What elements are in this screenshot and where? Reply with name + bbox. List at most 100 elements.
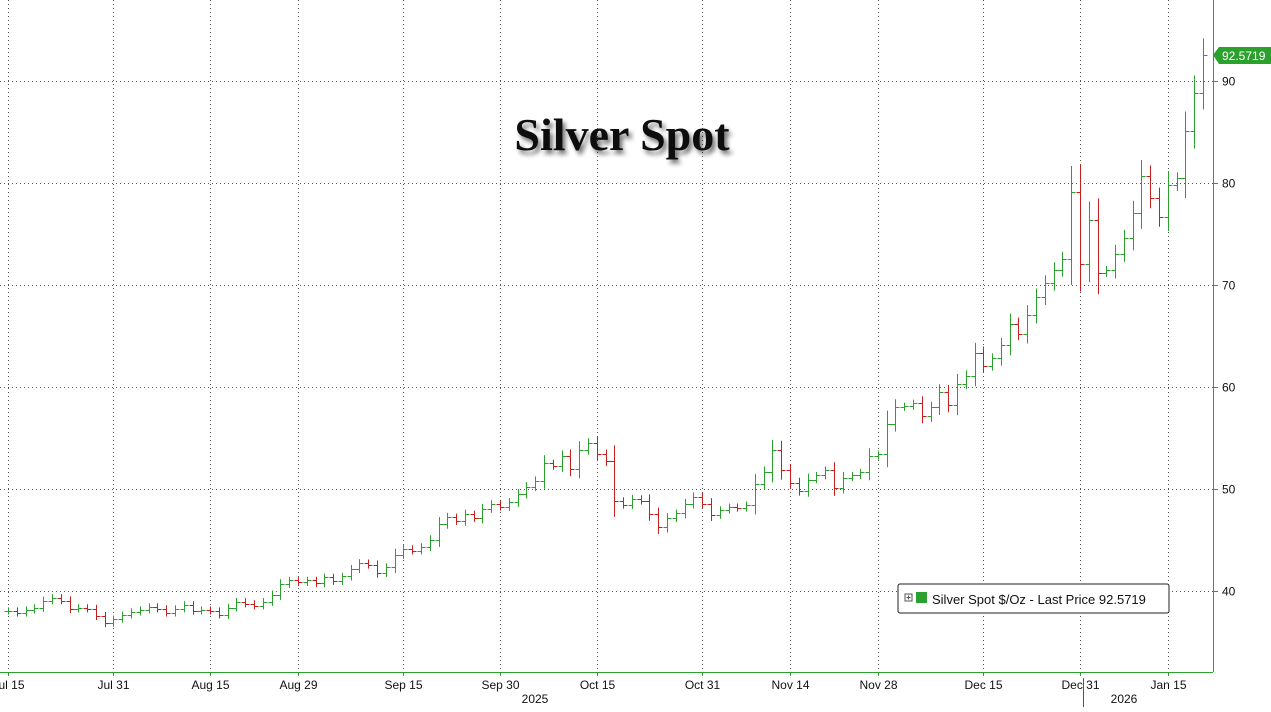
ohlc-bar: [92, 604, 101, 621]
ohlc-bar: [241, 598, 250, 608]
ohlc-bar: [795, 477, 804, 496]
ohlc-bar: [285, 576, 294, 588]
y-tick-label: 40: [1222, 585, 1236, 599]
ohlc-bar: [478, 503, 487, 524]
x-tick-label: Jan 15: [1150, 678, 1186, 692]
ohlc-bar: [971, 342, 980, 387]
ohlc-bar: [189, 601, 198, 615]
ohlc-bar: [733, 503, 742, 512]
ohlc-bar: [812, 471, 821, 484]
ohlc-bar: [848, 471, 857, 482]
ohlc-bar: [1014, 317, 1023, 341]
ohlc-bar: [988, 353, 997, 371]
ohlc-bar: [215, 607, 224, 619]
ohlc-bar: [663, 513, 672, 533]
ohlc-bar: [39, 596, 48, 612]
ohlc-bar: [628, 494, 637, 510]
ohlc-bar: [48, 594, 57, 605]
ohlc-bar: [1146, 165, 1155, 209]
ohlc-bar: [347, 564, 356, 581]
ohlc-bar: [522, 482, 531, 499]
ohlc-bar: [804, 473, 813, 497]
ohlc-bar: [1085, 201, 1094, 283]
ohlc-bar: [698, 492, 707, 509]
ohlc-bar: [496, 500, 505, 511]
ohlc-bar: [1067, 166, 1076, 286]
ohlc-bar: [66, 596, 75, 614]
x-tick-label: Dec 15: [964, 678, 1002, 692]
ohlc-bar: [1111, 244, 1120, 279]
ohlc-bar: [909, 399, 918, 410]
ohlc-bar: [118, 611, 127, 623]
ohlc-bar: [452, 513, 461, 525]
ohlc-bar: [962, 370, 971, 390]
ohlc-bar: [619, 497, 628, 509]
ohlc-bar: [786, 464, 795, 489]
ohlc-bar: [707, 498, 716, 522]
x-tick-label: Oct 31: [685, 678, 721, 692]
ohlc-bar: [338, 572, 347, 585]
ohlc-bar: [900, 402, 909, 411]
ohlc-bar: [145, 603, 154, 614]
ohlc-bar: [505, 498, 514, 511]
ohlc-bar: [681, 498, 690, 519]
ohlc-bar: [1058, 251, 1067, 277]
x-tick-label: Jul 31: [97, 678, 129, 692]
ohlc-bar: [355, 559, 364, 574]
ohlc-bar: [4, 607, 13, 615]
ohlc-bar: [918, 396, 927, 424]
ohlc-bar: [443, 512, 452, 529]
y-tick-label: 70: [1222, 279, 1236, 293]
ohlc-bar: [891, 399, 900, 432]
ohlc-bar: [426, 535, 435, 552]
legend-label: Silver Spot $/Oz - Last Price 92.5719: [932, 592, 1146, 607]
ohlc-bar: [206, 606, 215, 615]
ohlc-bar: [725, 503, 734, 514]
ohlc-bar: [1199, 38, 1208, 110]
ohlc-bar: [839, 471, 848, 494]
chart-legend: Silver Spot $/Oz - Last Price 92.5719: [897, 583, 1170, 614]
ohlc-bar: [558, 450, 567, 473]
ohlc-bar: [1120, 229, 1129, 262]
ohlc-bar: [13, 607, 22, 617]
ohlc-bar: [74, 604, 83, 613]
x-tick-label: Aug 15: [191, 678, 229, 692]
ohlc-bar: [1041, 275, 1050, 306]
ohlc-bar: [487, 500, 496, 513]
ohlc-bar: [1032, 288, 1041, 324]
ohlc-bar: [645, 494, 654, 521]
ohlc-bar: [566, 449, 575, 477]
x-tick-label: Nov 28: [859, 678, 897, 692]
ohlc-bar: [373, 560, 382, 578]
ohlc-bar: [830, 462, 839, 496]
ohlc-bar: [531, 476, 540, 491]
ohlc-bar: [382, 563, 391, 578]
ohlc-bar: [883, 410, 892, 468]
legend-swatch: [916, 592, 927, 603]
ohlc-bar: [57, 594, 66, 605]
ohlc-bar: [399, 544, 408, 559]
ohlc-bar: [364, 559, 373, 569]
x-tick-label: Dec 31: [1061, 678, 1099, 692]
ohlc-bar: [549, 459, 558, 470]
ohlc-bar: [927, 401, 936, 423]
ohlc-bar: [1155, 187, 1164, 227]
ohlc-bar: [768, 440, 777, 483]
ohlc-bar: [672, 509, 681, 522]
ohlc-bar: [136, 606, 145, 616]
ohlc-bar: [276, 579, 285, 600]
ohlc-bar: [197, 606, 206, 615]
ohlc-bar: [391, 548, 400, 574]
price-bars: [4, 38, 1208, 628]
ohlc-bar: [1190, 75, 1199, 149]
ohlc-bar: [1050, 262, 1059, 291]
last-price-tag-bg: [1213, 47, 1271, 64]
ohlc-bar: [514, 488, 523, 507]
y-tick-label: 80: [1222, 177, 1236, 191]
y-tick-label: 60: [1222, 381, 1236, 395]
ohlc-bar: [1137, 160, 1146, 229]
ohlc-bar: [935, 384, 944, 416]
ohlc-bar: [1173, 172, 1182, 192]
y-tick-label: 90: [1222, 75, 1236, 89]
ohlc-bar: [250, 600, 259, 610]
